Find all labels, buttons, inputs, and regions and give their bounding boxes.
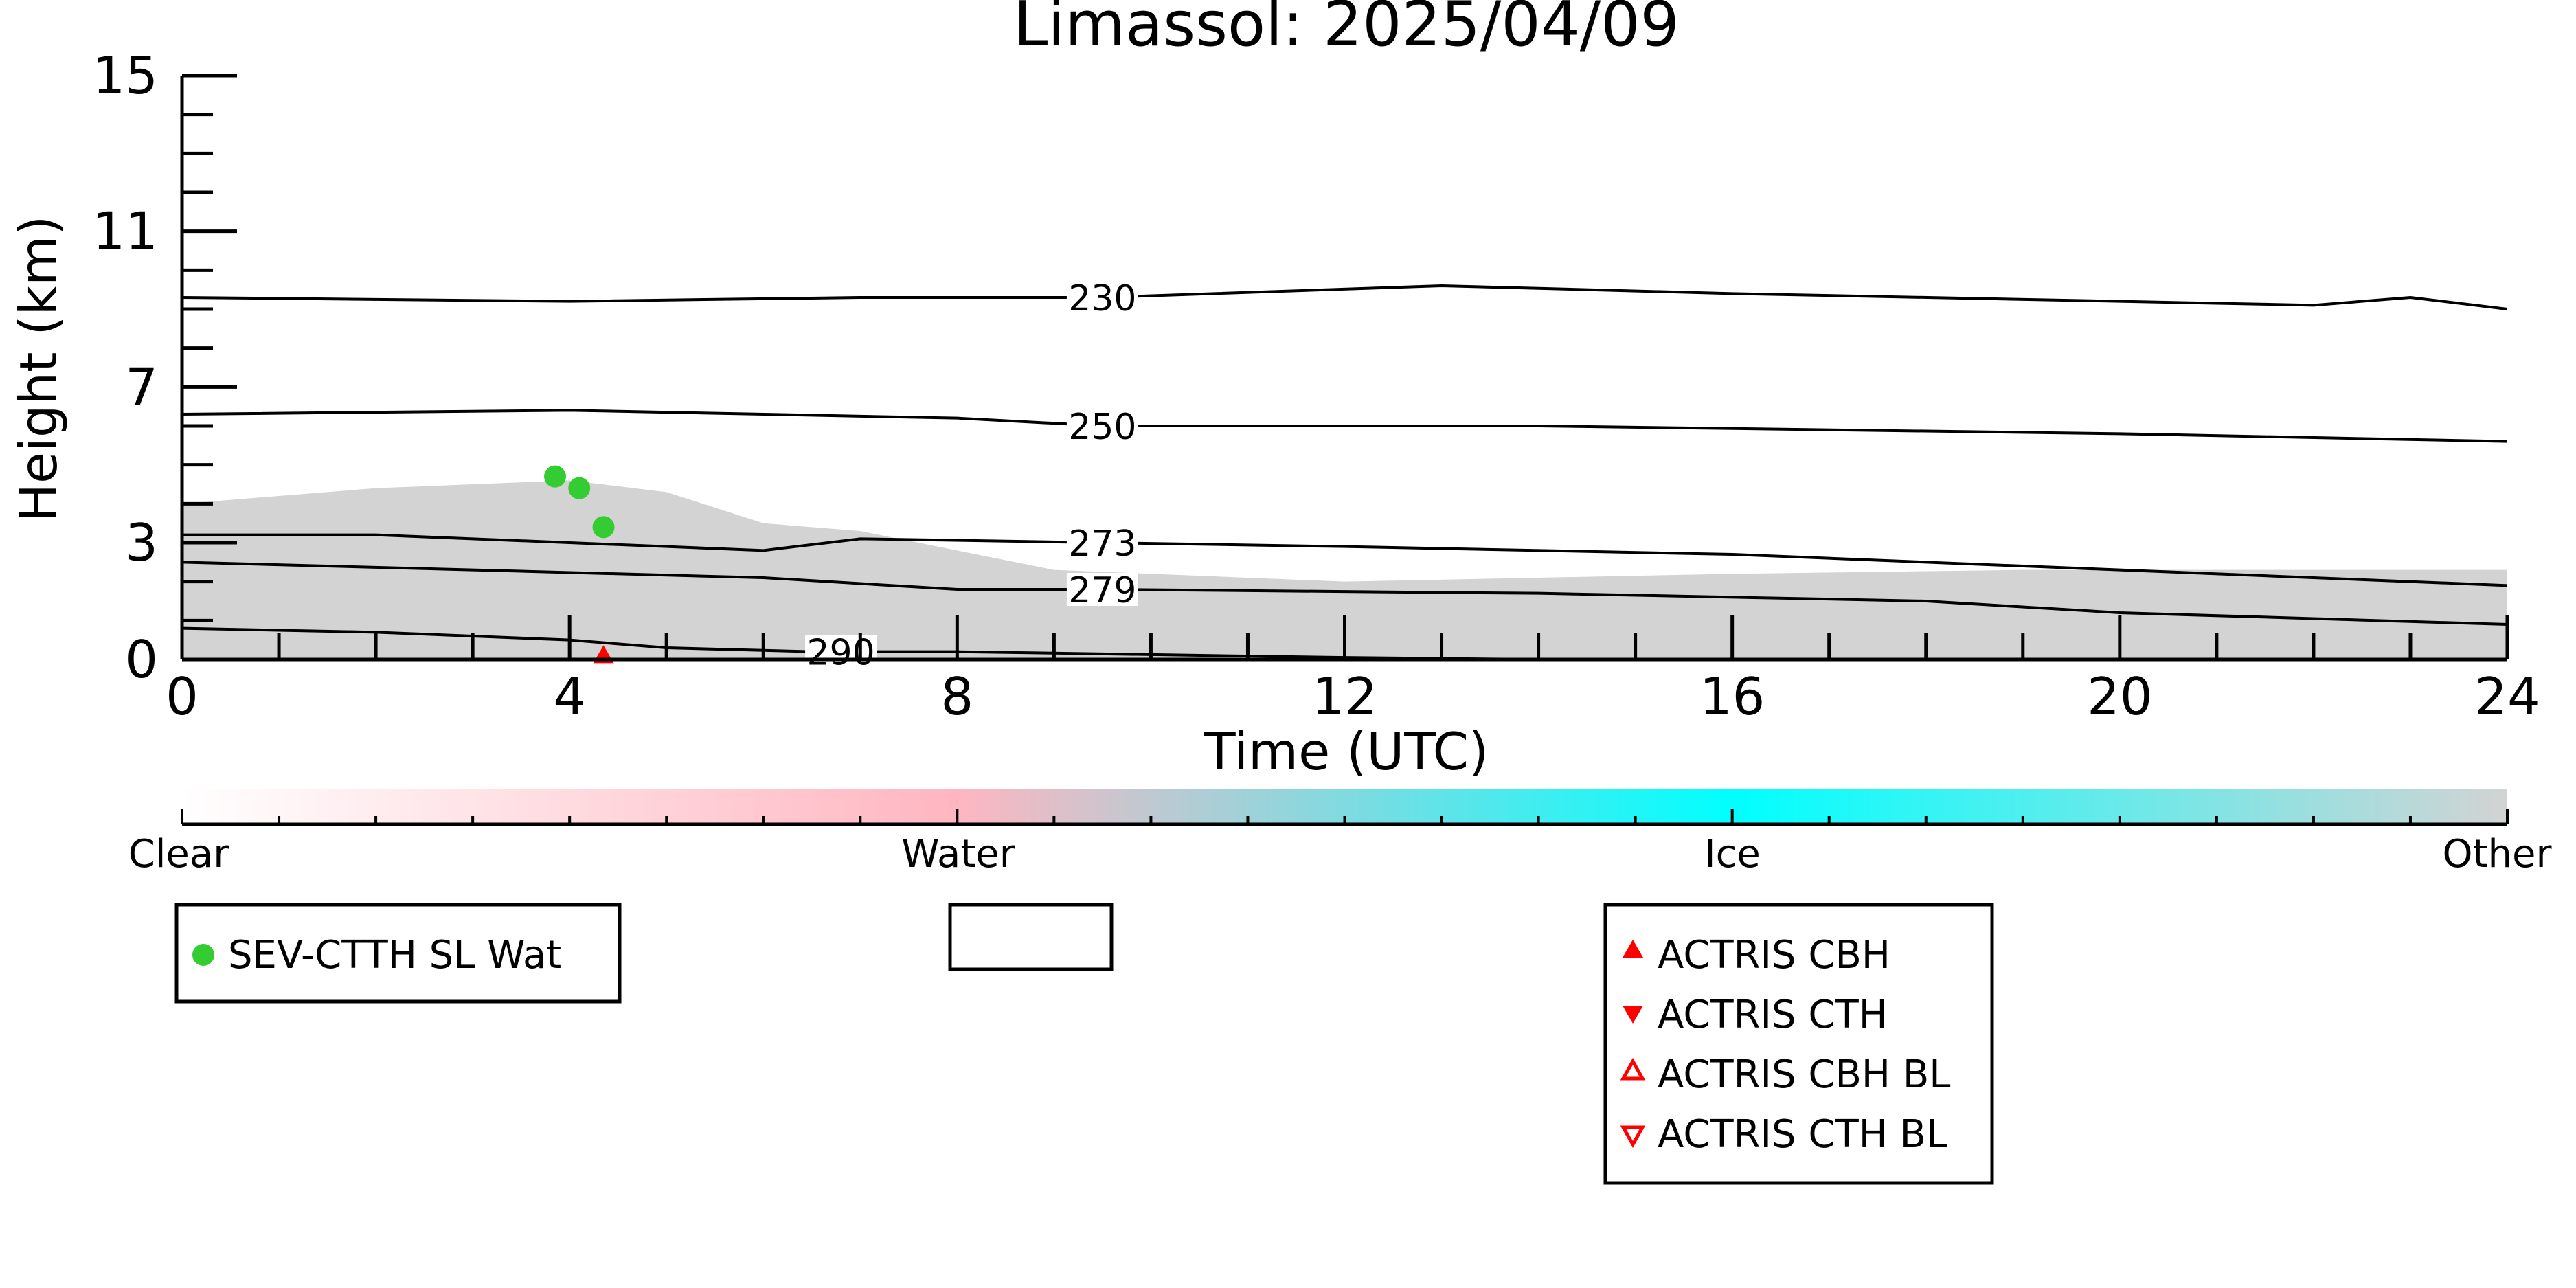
x-axis-label: Time (UTC) xyxy=(1204,721,1489,782)
colorbar-label-other: Other xyxy=(2442,832,2552,877)
y-axis-label: Height (km) xyxy=(8,216,69,523)
legend-empty-frame xyxy=(948,903,1114,971)
legend-actris-cth-bl-label: ACTRIS CTH BL xyxy=(1658,1112,1947,1157)
colorbar: Clear Water Ice Other xyxy=(128,789,2552,877)
contour-label-bg-250 xyxy=(1066,409,1138,442)
plot-area: 230 250 273 279 290 xyxy=(181,278,2508,674)
legend-actris-cbh-marker xyxy=(1623,940,1643,958)
legend-actris-cbh-bl-label: ACTRIS CBH BL xyxy=(1658,1052,1950,1097)
contour-label-bg-279 xyxy=(1066,573,1138,606)
x-tick-label-24: 24 xyxy=(2474,666,2540,727)
legend-actris-cbh-label: ACTRIS CBH xyxy=(1658,933,1890,978)
colorbar-label-clear: Clear xyxy=(128,832,229,877)
y-tick-label-7: 7 xyxy=(125,357,158,417)
marker-sev-ctth-sl-wat-1 xyxy=(568,477,591,499)
backscatter-fill xyxy=(182,480,2507,659)
chart-title: Limassol: 2025/04/09 xyxy=(1013,0,1679,60)
temperature-contours: 230 250 273 279 290 xyxy=(181,278,2508,674)
contour-line-250 xyxy=(181,409,2508,443)
x-tick-label-16: 16 xyxy=(1699,666,1765,727)
legend-sev-marker xyxy=(192,944,214,966)
legend-actris-cbh-bl-marker xyxy=(1620,1057,1646,1081)
marker-sev-ctth-sl-wat-0 xyxy=(544,465,567,488)
legend-actris-cth-label: ACTRIS CTH xyxy=(1658,993,1888,1037)
contour-label-250: 250 xyxy=(1068,407,1136,448)
contour-label-279: 279 xyxy=(1068,570,1136,611)
axes: 0 3 7 11 15 0 4 8 12 16 20 24 xyxy=(93,45,2540,727)
legend-sev-label: SEV-CTTH SL Wat xyxy=(228,933,561,978)
contour-line-273 xyxy=(182,533,2508,587)
legend-actris-cth-bl-marker xyxy=(1620,1125,1646,1149)
contour-line-230 xyxy=(181,284,2508,310)
legend-actris: ACTRIS CBH ACTRIS CTH ACTRIS CBH BL ACTR… xyxy=(1603,903,1994,1185)
y-tick-label-0: 0 xyxy=(125,629,158,690)
contour-label-bg-230 xyxy=(1066,281,1138,314)
legend-sev: SEV-CTTH SL Wat xyxy=(174,903,622,1004)
marker-sev-ctth-sl-wat-2 xyxy=(592,516,615,539)
legend-actris-cth-marker xyxy=(1623,1006,1643,1024)
colorbar-label-ice: Ice xyxy=(1704,832,1761,877)
legend-sev-frame xyxy=(174,903,622,1004)
contour-label-bg-290 xyxy=(805,635,877,668)
x-tick-label-4: 4 xyxy=(553,666,586,727)
contour-label-273: 273 xyxy=(1068,523,1136,565)
contour-label-bg-273 xyxy=(1066,526,1138,559)
colorbar-label-water: Water xyxy=(901,832,1016,877)
contour-label-290: 290 xyxy=(806,633,874,674)
contour-label-230: 230 xyxy=(1068,278,1136,319)
y-tick-label-3: 3 xyxy=(125,512,158,573)
legend-actris-frame xyxy=(1603,903,1994,1185)
x-tick-label-12: 12 xyxy=(1312,666,1377,727)
y-tick-label-11: 11 xyxy=(93,201,158,262)
x-tick-label-20: 20 xyxy=(2087,666,2152,727)
colorbar-ticks xyxy=(181,809,2509,824)
legend-empty xyxy=(948,903,1114,971)
y-tick-label-15: 15 xyxy=(93,45,158,106)
x-tick-label-8: 8 xyxy=(940,666,973,727)
x-tick-label-0: 0 xyxy=(166,666,199,727)
data-markers xyxy=(544,465,615,664)
contour-line-290 xyxy=(181,626,1539,661)
